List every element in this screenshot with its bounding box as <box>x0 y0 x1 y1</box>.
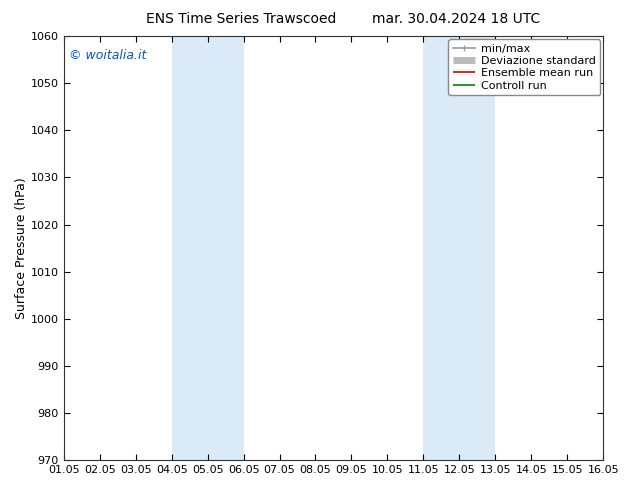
Text: © woitalia.it: © woitalia.it <box>69 49 146 62</box>
Text: ENS Time Series Trawscoed: ENS Time Series Trawscoed <box>146 12 336 26</box>
Bar <box>172 36 243 460</box>
Bar <box>424 36 495 460</box>
Legend: min/max, Deviazione standard, Ensemble mean run, Controll run: min/max, Deviazione standard, Ensemble m… <box>448 40 600 95</box>
Y-axis label: Surface Pressure (hPa): Surface Pressure (hPa) <box>15 177 28 319</box>
Text: mar. 30.04.2024 18 UTC: mar. 30.04.2024 18 UTC <box>372 12 541 26</box>
